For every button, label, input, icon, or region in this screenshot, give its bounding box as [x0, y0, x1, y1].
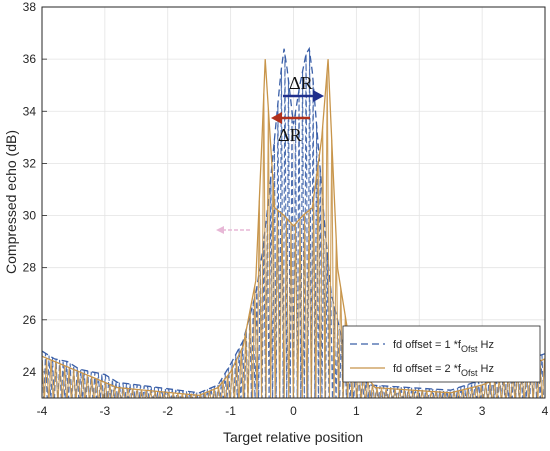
legend: fd offset = 1 *fOfst Hz fd offset = 2 *f… — [342, 325, 541, 383]
faint-arrow — [216, 226, 252, 234]
y-tick-label: 24 — [23, 365, 37, 379]
y-tick-label: 26 — [23, 313, 37, 327]
x-axis-label: Target relative position — [223, 429, 363, 445]
annotation-text-right: ΔR — [289, 73, 313, 93]
legend-label-series-2-unit: Hz — [478, 363, 495, 375]
annotation-delta-r-right: ΔR — [283, 73, 324, 102]
annotation-delta-r-left: ΔR — [271, 112, 310, 145]
arrow-right-head — [313, 90, 324, 102]
x-tick-label: 4 — [542, 404, 549, 418]
y-tick-label: 32 — [23, 156, 37, 170]
x-tick-label: 1 — [353, 404, 360, 418]
y-tick-label: 28 — [23, 261, 37, 275]
y-tick-label: 34 — [23, 104, 37, 118]
legend-label-series-1-name: fd offset = 1 *f — [393, 339, 462, 351]
x-tick-label: -4 — [37, 404, 48, 418]
annotation-text-left: ΔR — [278, 125, 302, 145]
faint-arrow-head — [216, 226, 224, 234]
series-1-trace — [42, 51, 545, 398]
x-tick-label: -3 — [100, 404, 111, 418]
y-tick-label: 38 — [23, 0, 37, 14]
x-tick-label: 2 — [416, 404, 423, 418]
legend-label-series-1: fd offset = 1 *fOfst Hz — [393, 339, 494, 354]
x-tick-label: 0 — [290, 404, 297, 418]
arrow-left-head — [271, 112, 282, 124]
y-tick-label: 36 — [23, 52, 37, 66]
legend-label-series-1-unit: Hz — [478, 339, 495, 351]
plot-frame — [41, 6, 546, 399]
y-ticks: 24 26 28 30 32 34 36 38 — [23, 0, 47, 379]
x-tick-label: 3 — [479, 404, 486, 418]
legend-label-series-1-subscript: Ofst — [461, 344, 478, 354]
y-tick-label: 30 — [23, 209, 37, 223]
y-axis-label: Compressed echo (dB) — [3, 130, 19, 274]
x-ticks: -4 -3 -2 -1 0 1 2 3 4 — [37, 393, 549, 418]
legend-label-series-2-subscript: Ofst — [461, 368, 478, 378]
legend-label-series-2: fd offset = 2 *fOfst Hz — [393, 363, 494, 378]
legend-label-series-2-name: fd offset = 2 *f — [393, 363, 462, 375]
x-tick-label: -2 — [162, 404, 173, 418]
legend-box — [342, 325, 541, 383]
x-tick-label: -1 — [225, 404, 236, 418]
